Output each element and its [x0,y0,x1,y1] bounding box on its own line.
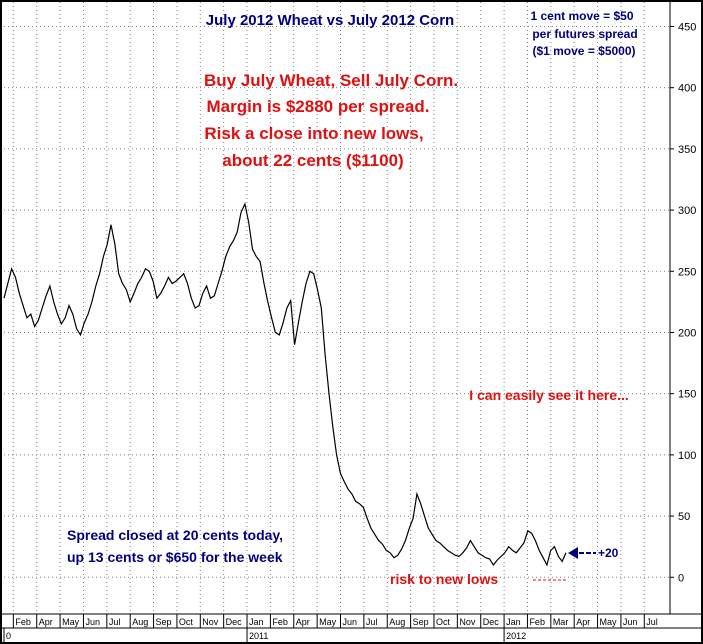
y-tick-label: 250 [678,266,696,278]
month-label: Nov [459,617,476,627]
year-label: 2011 [249,631,268,641]
margin-note-line-3: ($1 move = $5000) [532,44,635,58]
month-label: Nov [202,617,219,627]
plus-20-label: +20 [598,546,619,560]
y-tick-label: 400 [678,83,696,95]
trade-note-line-3: Risk a close into new lows, [204,124,423,143]
y-tick-label: 300 [678,205,696,217]
y-tick-label: 150 [678,389,696,401]
y-tick-label: 100 [678,450,696,462]
margin-note-line-1: 1 cent move = $50 [530,9,633,23]
y-tick-label: 450 [678,21,696,33]
month-label: May [600,617,618,627]
month-label: Aug [389,617,405,627]
trade-note-line-4: about 22 cents ($1100) [222,151,403,170]
see-it-note: I can easily see it here... [469,387,629,403]
month-label: Aug [132,617,148,627]
year-label: 2012 [506,631,526,641]
y-tick-label: 0 [678,572,684,584]
month-label: Mar [553,617,569,627]
chart-title: July 2012 Wheat vs July 2012 Corn [206,12,454,29]
month-label: Jun [623,617,638,627]
month-label: Oct [436,617,451,627]
month-label: May [62,617,80,627]
y-axis-ticks: 0 50 100 150 200 250 300 350 400 450 [670,21,696,584]
y-tick-label: 50 [678,511,690,523]
month-label: Dec [226,617,243,627]
month-label: Sep [413,617,429,627]
month-label: Apr [296,617,310,627]
month-label: Jan [506,617,521,627]
margin-note-line-2: per futures spread [532,27,637,41]
month-label: Oct [179,617,194,627]
plus-arrow [568,547,596,559]
month-label: Feb [15,617,31,627]
y-tick-label: 350 [678,144,696,156]
month-label: Apr [39,617,53,627]
x-axis-month-labels: Feb Apr May Jun Jul Aug Sep Oct Nov Dec Jan Feb Apr M… [3,614,658,642]
month-label: Jun [343,617,358,627]
month-label: Jan [249,617,264,627]
month-label: Jul [366,617,378,627]
month-label: Jul [109,617,121,627]
month-label: Feb [529,617,545,627]
year-label: 0 [6,631,11,641]
month-label: Jun [85,617,100,627]
closed-note-line-2: up 13 cents or $650 for the week [67,549,283,565]
month-label: Apr [576,617,590,627]
spread-line [3,202,567,567]
y-tick-label: 200 [678,327,696,339]
month-label: Feb [272,617,288,627]
trade-note-line-2: Margin is $2880 per spread. [207,97,430,116]
spread-series [3,202,567,567]
month-label: Jul [646,617,658,627]
month-label: Dec [483,617,500,627]
trade-note-line-1: Buy July Wheat, Sell July Corn. [204,71,458,90]
closed-note-line-1: Spread closed at 20 cents today, [67,527,283,543]
risk-label: risk to new lows [390,571,498,587]
month-label: May [319,617,337,627]
month-label: Sep [156,617,172,627]
